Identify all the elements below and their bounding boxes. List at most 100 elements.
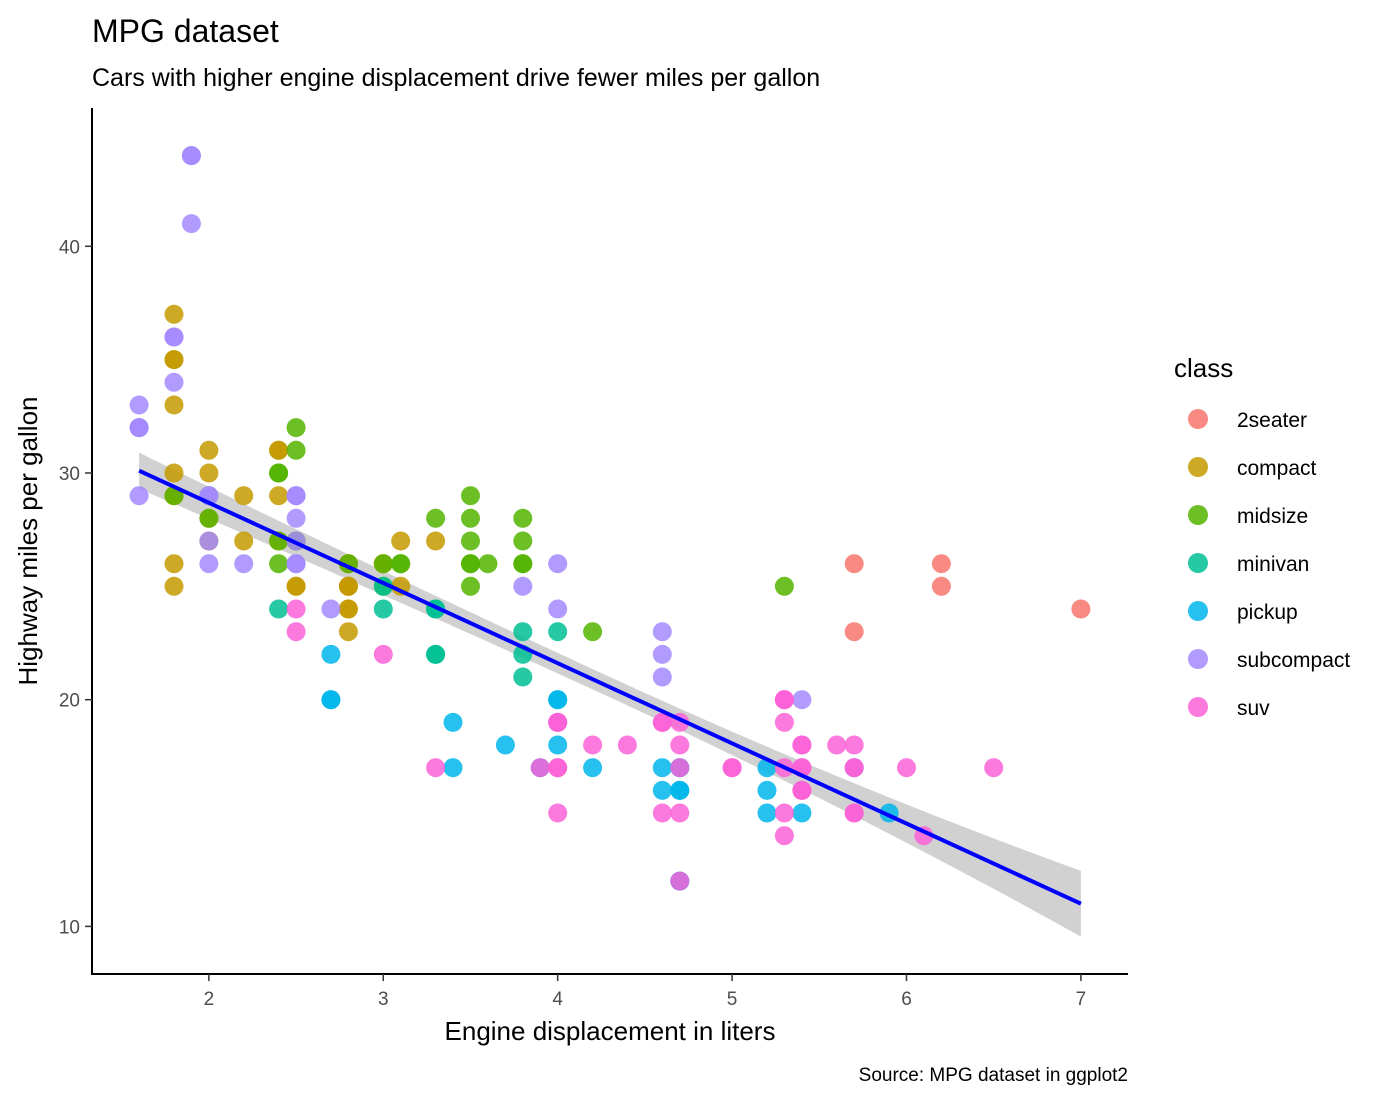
data-point xyxy=(652,780,672,800)
data-point xyxy=(269,440,289,460)
legend-swatch xyxy=(1188,457,1208,477)
series-compact xyxy=(164,304,446,642)
data-point xyxy=(530,758,550,778)
data-point xyxy=(426,758,446,778)
data-point xyxy=(199,440,219,460)
data-point xyxy=(984,758,1004,778)
data-point xyxy=(774,690,794,710)
data-point xyxy=(164,554,184,574)
y-tick-label: 30 xyxy=(59,464,80,485)
legend-item-midsize: midsize xyxy=(1188,505,1308,528)
data-points xyxy=(129,146,1091,891)
data-point xyxy=(199,554,219,574)
data-point xyxy=(269,554,289,574)
data-point xyxy=(774,803,794,823)
data-point xyxy=(338,599,358,619)
data-point xyxy=(286,622,306,642)
data-point xyxy=(548,622,568,642)
data-point xyxy=(461,486,480,506)
data-point xyxy=(373,599,393,619)
data-point xyxy=(461,554,480,574)
data-point xyxy=(495,735,515,755)
data-point xyxy=(670,780,690,800)
data-point xyxy=(513,508,533,528)
y-tick-label: 10 xyxy=(59,917,80,938)
plot-area xyxy=(129,146,1091,937)
data-point xyxy=(426,531,446,551)
series-subcompact xyxy=(129,146,812,710)
data-point xyxy=(286,576,306,596)
data-point xyxy=(199,531,219,551)
x-axis-label: Engine displacement in liters xyxy=(445,1016,776,1046)
legend: class 2seater compact midsize minivan pickup… xyxy=(1174,353,1350,720)
data-point xyxy=(652,667,672,687)
data-point xyxy=(286,486,306,506)
data-point xyxy=(286,599,306,619)
data-point xyxy=(583,622,603,642)
data-point xyxy=(461,576,480,596)
data-point xyxy=(670,803,690,823)
series-suv xyxy=(286,599,1004,891)
data-point xyxy=(583,758,603,778)
data-point xyxy=(774,576,794,596)
data-point xyxy=(321,599,341,619)
data-point xyxy=(844,735,864,755)
data-point xyxy=(426,644,446,664)
legend-items: 2seater compact midsize minivan pickup subcom… xyxy=(1188,409,1350,720)
chart-caption: Source: MPG dataset in ggplot2 xyxy=(859,1065,1128,1086)
legend-label: suv xyxy=(1237,697,1270,720)
data-point xyxy=(513,667,533,687)
data-point xyxy=(269,486,289,506)
legend-swatch xyxy=(1188,601,1208,621)
x-tick-label: 3 xyxy=(378,989,389,1010)
x-tick-label: 2 xyxy=(204,989,215,1010)
data-point xyxy=(617,735,637,755)
x-tick-label: 5 xyxy=(727,989,738,1010)
x-axis-ticks: 2 3 4 5 6 7 xyxy=(204,974,1086,1010)
legend-item-pickup: pickup xyxy=(1188,601,1298,624)
data-point xyxy=(548,758,568,778)
data-point xyxy=(774,826,794,846)
y-axis-label: Highway miles per gallon xyxy=(13,396,43,685)
legend-item-minivan: minivan xyxy=(1188,553,1309,576)
data-point xyxy=(844,554,864,574)
data-point xyxy=(269,463,289,483)
chart-title: MPG dataset xyxy=(92,13,279,49)
data-point xyxy=(548,554,568,574)
data-point xyxy=(199,463,219,483)
data-point xyxy=(897,758,916,778)
trend-confidence-band xyxy=(139,452,1081,937)
data-point xyxy=(391,554,411,574)
data-point xyxy=(338,622,358,642)
legend-label: pickup xyxy=(1237,601,1298,624)
data-point xyxy=(181,214,201,234)
series-minivan xyxy=(269,576,568,687)
data-point xyxy=(513,531,533,551)
data-point xyxy=(774,712,794,732)
series-2seater xyxy=(844,554,1091,642)
legend-item-2seater: 2seater xyxy=(1188,409,1307,432)
legend-label: 2seater xyxy=(1237,409,1307,432)
legend-swatch xyxy=(1188,409,1208,429)
legend-title: class xyxy=(1174,353,1233,383)
trend-line xyxy=(138,468,1082,906)
data-point xyxy=(129,418,149,438)
data-point xyxy=(286,554,306,574)
data-point xyxy=(548,599,568,619)
legend-label: midsize xyxy=(1237,505,1308,528)
legend-item-compact: compact xyxy=(1188,457,1317,480)
data-point xyxy=(443,758,463,778)
data-point xyxy=(548,803,568,823)
data-point xyxy=(757,803,777,823)
legend-item-suv: suv xyxy=(1188,697,1270,720)
y-tick-label: 40 xyxy=(59,237,80,258)
data-point xyxy=(792,735,812,755)
data-point xyxy=(652,758,672,778)
data-point xyxy=(548,712,568,732)
data-point xyxy=(844,622,864,642)
legend-label: subcompact xyxy=(1237,649,1350,672)
data-point xyxy=(129,486,149,506)
y-axis-ticks: 10 20 30 40 xyxy=(59,237,92,938)
data-point xyxy=(827,735,847,755)
